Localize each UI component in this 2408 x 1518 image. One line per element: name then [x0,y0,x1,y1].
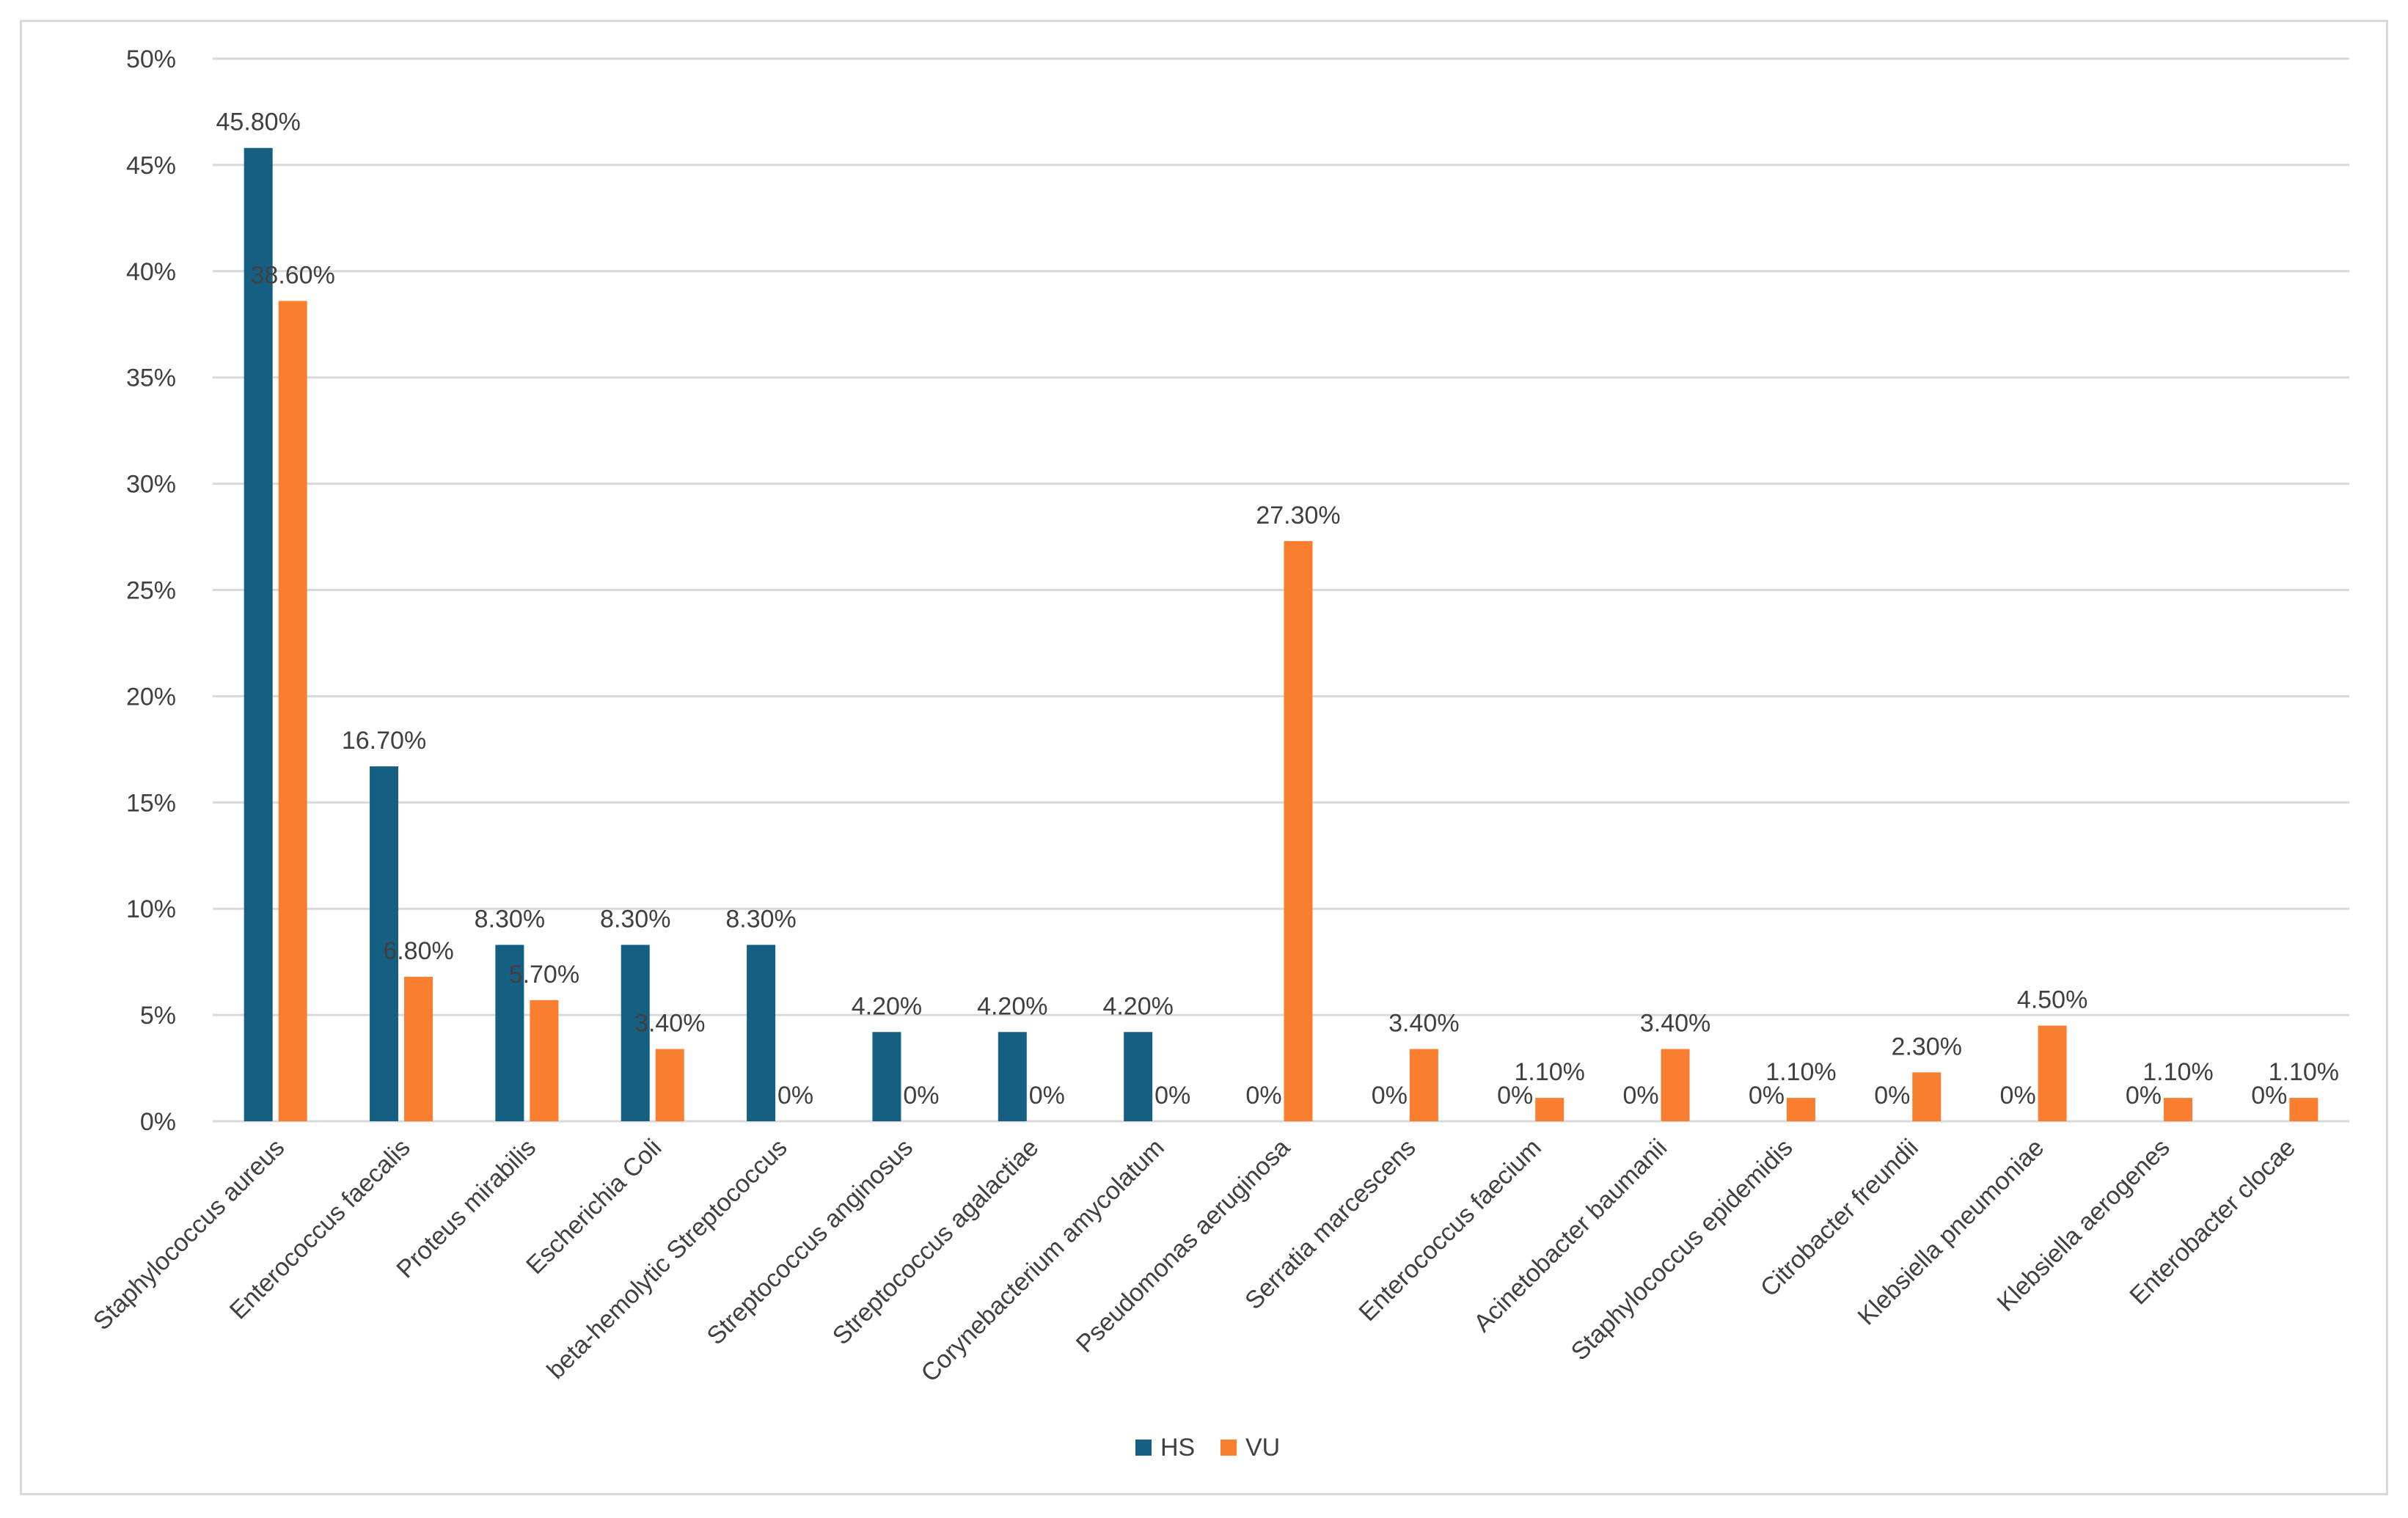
data-label-hs: 8.30% [600,905,670,933]
data-label-vu: 3.40% [1388,1009,1459,1037]
legend-label: VU [1245,1434,1280,1462]
data-label-vu: 1.10% [2269,1058,2339,1086]
y-tick-label: 10% [126,895,176,923]
data-label-vu: 0% [1154,1082,1190,1110]
y-axis-tick-labels: 0% 5% 10% 15% 20% 25% 30% 35% 40% 45% 50% [126,45,176,1136]
data-label-hs: 4.20% [1102,992,1173,1020]
x-category-label: Streptococcus agalactiae [827,1134,1044,1351]
legend-swatch [1221,1440,1237,1456]
data-label-vu: 0% [903,1082,939,1110]
bar-hs [872,1032,901,1121]
data-label-vu: 1.10% [1515,1058,1585,1086]
data-label-hs: 8.30% [475,905,545,933]
gridlines [213,57,2349,1123]
y-tick-label: 50% [126,45,176,73]
data-label-hs: 16.70% [342,727,426,755]
data-label-hs: 0% [1497,1082,1533,1110]
bar-vu [2038,1025,2067,1121]
data-label-hs: 0% [1874,1082,1910,1110]
bar-hs [998,1032,1027,1121]
bar-vu [1535,1098,1565,1121]
data-label-vu: 0% [1029,1082,1065,1110]
x-category-label: Corynebacterium amycolatum [916,1134,1170,1387]
bar-hs [244,147,273,1121]
data-label-hs: 0% [2251,1082,2287,1110]
y-tick-label: 25% [126,577,176,605]
data-label-vu: 4.50% [2017,986,2087,1014]
bar-hs [1124,1032,1153,1121]
y-tick-label: 20% [126,683,176,711]
y-tick-label: 5% [140,1002,176,1030]
y-tick-label: 40% [126,258,176,286]
bar-hs [747,945,776,1121]
bar-hs [370,766,399,1121]
bar-vu [2163,1098,2192,1121]
data-label-vu: 2.30% [1892,1033,1962,1060]
x-category-label: Pseudomonas aeruginosa [1071,1134,1295,1358]
data-label-vu: 38.60% [251,261,335,289]
bar-hs [621,945,650,1121]
data-label-hs: 0% [1245,1082,1281,1110]
data-label-vu: 1.10% [1765,1058,1836,1086]
bar-hs [495,945,524,1121]
data-label-vu: 3.40% [1640,1009,1710,1037]
data-labels: 45.80% 38.60% 16.70% 6.80% 8.30% 5.70% 8.30% 3.… [216,109,2340,1110]
legend-item-vu: VU [1221,1434,1280,1462]
bar-vu [1409,1049,1438,1121]
y-tick-label: 35% [126,364,176,392]
bar-vu [655,1049,684,1121]
x-category-label: beta-hemolytic Streptococcus [542,1134,793,1385]
data-label-hs: 0% [1749,1082,1785,1110]
bar-vu [404,976,433,1121]
x-category-label: Streptococcus anginosus [702,1134,919,1351]
x-category-label: Staphylococcus epidemidis [1566,1134,1798,1366]
data-label-vu: 6.80% [383,937,453,965]
bar-vu [1786,1098,1815,1121]
legend: HS VU [1135,1434,1280,1462]
bar-vu [530,1000,559,1121]
data-label-hs: 4.20% [977,992,1047,1020]
x-category-label: Escherichia Coli [521,1134,667,1280]
data-label-hs: 4.20% [852,992,922,1020]
bar-vu [1284,540,1313,1121]
bar-vu [1661,1049,1690,1121]
data-label-vu: 5.70% [509,961,579,989]
data-label-vu: 3.40% [634,1009,705,1037]
legend-item-hs: HS [1135,1434,1195,1462]
legend-swatch [1135,1440,1152,1456]
y-tick-label: 45% [126,152,176,180]
data-label-vu: 27.30% [1256,502,1340,529]
chart-frame [20,20,2388,1495]
data-label-hs: 8.30% [725,905,796,933]
data-label-hs: 0% [1622,1082,1658,1110]
data-label-hs: 45.80% [216,109,301,136]
x-category-label: Proteus mirabilis [391,1134,541,1284]
data-label-vu: 0% [777,1082,813,1110]
data-label-hs: 0% [2000,1082,2036,1110]
bars [244,147,2319,1121]
bar-vu [278,301,307,1121]
legend-label: HS [1160,1434,1195,1462]
y-tick-label: 0% [140,1108,176,1136]
data-label-hs: 0% [2126,1082,2162,1110]
bar-vu [2289,1098,2319,1121]
bar-vu [1912,1072,1942,1121]
data-label-hs: 0% [1372,1082,1408,1110]
y-tick-label: 15% [126,789,176,817]
y-tick-label: 30% [126,471,176,499]
data-label-vu: 1.10% [2142,1058,2213,1086]
